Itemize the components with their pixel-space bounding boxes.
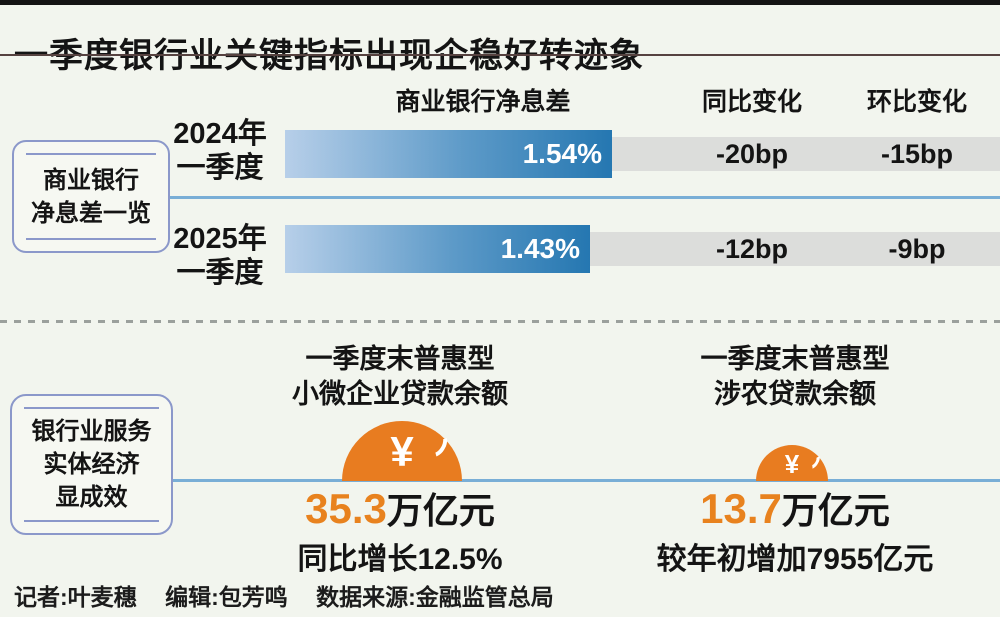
credit-source: 数据来源:金融监管总局 (316, 584, 554, 610)
yuan-coin-icon-small: ¥ (756, 445, 828, 481)
decorative-rule (24, 407, 159, 409)
stat-value-msme: 35.3万亿元 (250, 486, 550, 542)
row-label-2025-line1: 2025年 (173, 223, 267, 255)
side-label-box-nim: 商业银行 净息差一览 (12, 140, 170, 253)
qoq-value-2025: -9bp (888, 234, 946, 264)
stat-heading-agri-line2: 涉农贷款余额 (714, 379, 876, 409)
side-label-economy-line2: 实体经济 (43, 451, 140, 478)
side-label-nim-line2: 净息差一览 (31, 199, 151, 227)
nim-value-2025: 1.43% (500, 233, 580, 264)
connector-line-nim (170, 196, 1000, 199)
side-label-economy-line1: 银行业服务 (31, 418, 152, 445)
qoq-value-2024: -15bp (880, 139, 953, 169)
title-underline (0, 54, 1000, 56)
stat-heading-msme-line1: 一季度末普惠型 (305, 344, 495, 374)
decorative-rule (26, 238, 156, 240)
yoy-value-2025: -12bp (715, 234, 788, 264)
yoy-value-2024: -20bp (715, 139, 788, 169)
side-label-nim-line1: 商业银行 (43, 166, 139, 194)
side-label-nim: 商业银行 净息差一览 (14, 142, 168, 251)
nim-bar-2025: 1.43% (285, 225, 590, 273)
stat-unit-agri: 万亿元 (781, 490, 890, 531)
stat-subtext-msme: 同比增长12.5% (297, 543, 503, 576)
stat-heading-msme-line2: 小微企业贷款余额 (292, 379, 508, 409)
row-label-2025-line2: 一季度 (176, 257, 264, 289)
stat-number-agri: 13.7 (700, 485, 782, 532)
side-label-economy: 银行业服务 实体经济 显成效 (12, 396, 171, 533)
stat-unit-msme: 万亿元 (386, 490, 495, 531)
row-label-2024: 2024年 一季度 (158, 117, 282, 185)
credits-footer: 记者:叶麦穗 编辑:包芳鸣 数据来源:金融监管总局 (14, 578, 576, 612)
connector-line-economy (173, 479, 1000, 482)
yuan-symbol-icon: ¥ (390, 428, 414, 475)
stat-heading-agri: 一季度末普惠型 涉农贷款余额 (610, 342, 980, 412)
decorative-rule (26, 153, 156, 155)
row-label-2024-line1: 2024年 (173, 118, 267, 150)
page-title: 一季度银行业关键指标出现企稳好转迹象 (14, 36, 644, 75)
column-header-nim: 商业银行净息差 (395, 88, 571, 116)
dashed-section-divider (0, 320, 1000, 323)
nim-value-2024: 1.54% (522, 138, 602, 169)
column-header-qoq: 环比变化 (866, 88, 967, 116)
stat-subtext-agri: 较年初增加7955亿元 (656, 543, 934, 576)
side-label-box-economy: 银行业服务 实体经济 显成效 (10, 394, 173, 535)
stat-value-agri: 13.7万亿元 (645, 486, 945, 542)
nim-bar-2024: 1.54% (285, 130, 612, 178)
yuan-coin-icon-large: ¥ (342, 421, 462, 481)
credit-reporter: 记者:叶麦穗 (14, 584, 137, 610)
row-label-2024-line2: 一季度 (176, 152, 264, 184)
stat-number-msme: 35.3 (305, 485, 387, 532)
row-label-2025: 2025年 一季度 (158, 222, 282, 290)
credit-editor: 编辑:包芳鸣 (165, 584, 288, 610)
top-border-bar (0, 0, 1000, 5)
column-header-yoy: 同比变化 (701, 88, 802, 116)
side-label-economy-line3: 显成效 (55, 484, 128, 511)
decorative-rule (24, 520, 159, 522)
stat-heading-agri-line1: 一季度末普惠型 (700, 344, 890, 374)
yuan-symbol-icon: ¥ (784, 449, 800, 479)
stat-heading-msme: 一季度末普惠型 小微企业贷款余额 (215, 342, 585, 412)
